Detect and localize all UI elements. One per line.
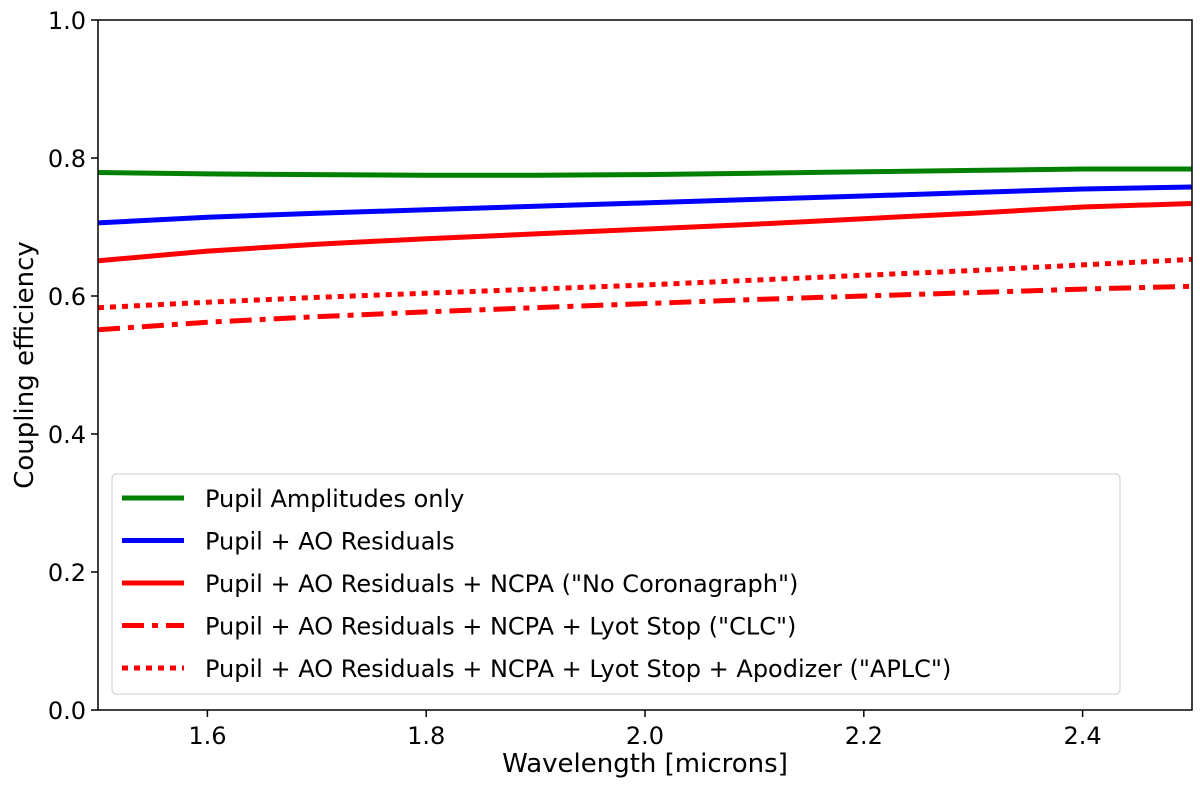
series-line-2-pupil-ao-residuals <box>98 184 1192 226</box>
series-layer <box>98 166 1192 333</box>
y-tick-label: 0.2 <box>48 559 86 587</box>
x-tick-label: 1.8 <box>407 722 445 750</box>
x-axis-label: Wavelength [microns] <box>502 749 788 779</box>
series-line-4-pupil-ao-residuals-ncpa-lyot-stop-clc <box>98 283 1192 333</box>
x-tick-label: 1.6 <box>188 722 226 750</box>
legend-label-3: Pupil + AO Residuals + NCPA ("No Coronag… <box>205 570 798 598</box>
y-tick-label: 1.0 <box>48 7 86 35</box>
y-tick-label: 0.4 <box>48 421 86 449</box>
legend: Pupil Amplitudes only Pupil + AO Residual… <box>111 473 1121 695</box>
y-axis-label: Coupling efficiency <box>10 241 40 489</box>
series-line-3-pupil-ao-residuals-ncpa-no-coronagraph <box>98 201 1192 264</box>
x-tick-label: 2.4 <box>1064 722 1102 750</box>
legend-label-2: Pupil + AO Residuals <box>205 528 455 556</box>
legend-label-4: Pupil + AO Residuals + NCPA + Lyot Stop … <box>205 613 796 641</box>
ticks-layer: 1.6 1.8 2.0 2.2 2.4 0.0 0.2 0.4 0.6 0.8 1.0 <box>48 7 1102 750</box>
x-tick-label: 2.0 <box>626 722 664 750</box>
series-line-5-pupil-ao-residuals-ncpa-lyot-stop-apodizer-aplc <box>98 256 1192 311</box>
legend-label-1: Pupil Amplitudes only <box>205 485 464 513</box>
y-tick-label: 0.8 <box>48 145 86 173</box>
series-line-1-pupil-amplitudes-only <box>98 166 1192 178</box>
legend-label-5: Pupil + AO Residuals + NCPA + Lyot Stop … <box>205 655 951 683</box>
y-tick-label: 0.6 <box>48 283 86 311</box>
legend-box <box>111 473 1121 695</box>
y-tick-label: 0.0 <box>48 697 86 725</box>
legend-items: Pupil Amplitudes only Pupil + AO Residual… <box>122 485 951 683</box>
x-tick-label: 2.2 <box>845 722 883 750</box>
